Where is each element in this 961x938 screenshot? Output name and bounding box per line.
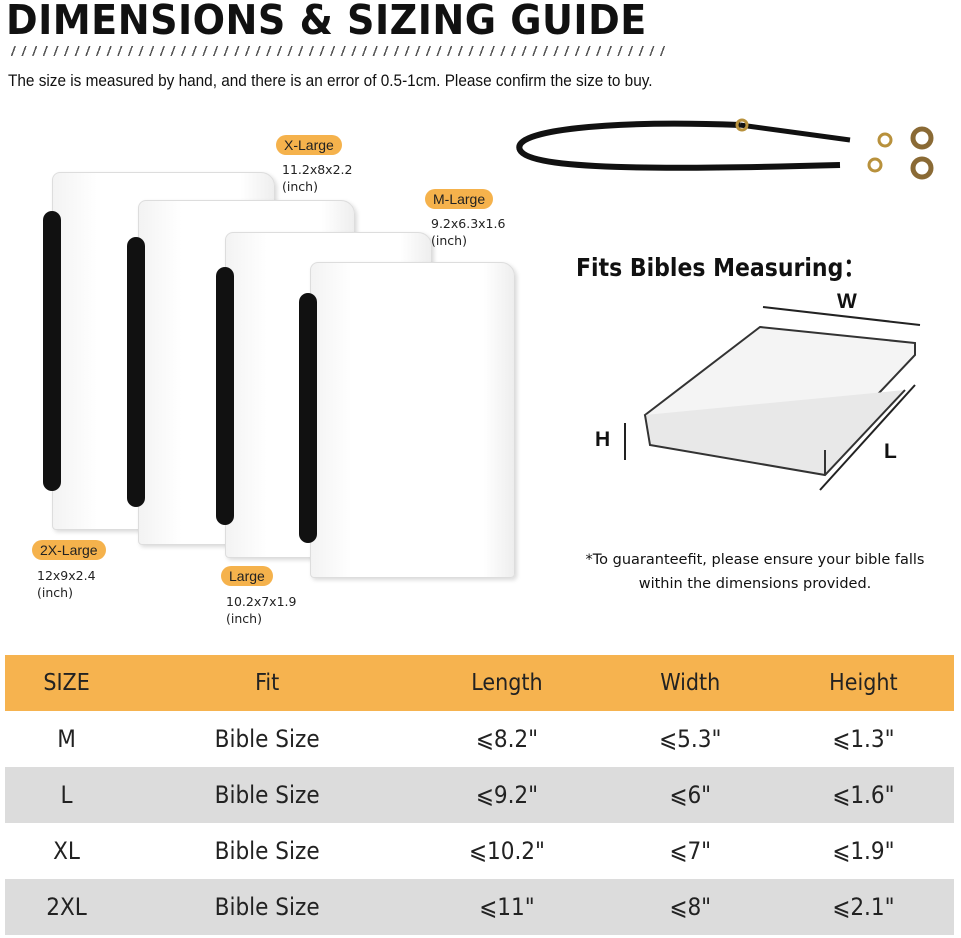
table-cell: Bible Size [128,767,407,823]
size-badge-2xl: 2X-Large [32,540,106,560]
size-dims-l: 10.2x7x1.9 (inch) [226,593,296,627]
table-cell: Bible Size [214,725,320,753]
table-cell: ⩽8" [607,879,773,935]
table-cell: Bible Size [128,879,407,935]
size-dims-ml: 9.2x6.3x1.6 (inch) [431,215,505,249]
size-badge-l: Large [221,566,273,586]
table-cell: M [57,725,76,753]
unit: (inch) [431,233,467,248]
fits-title: Fits Bibles Measuring： [576,253,866,282]
dims: 9.2x6.3x1.6 [431,216,506,231]
height-label: H [595,428,611,451]
handle [299,293,317,543]
table-header-row: SIZE Fit Length Width Height [5,655,954,711]
size-dims-xl: 11.2x8x2.2 (inch) [282,161,352,195]
table-cell: ⩽11" [406,879,608,935]
fit-note: *To guaranteefit, please ensure your bib… [560,548,950,596]
length-label: L [884,440,897,463]
handle [127,237,145,507]
table-cell: ⩽7" [669,837,712,865]
page-title: DIMENSIONS & SIZING GUIDE [6,0,647,44]
table-cell: XL [53,837,80,865]
column-header: SIZE [5,655,129,711]
table-cell: 2XL [5,879,129,935]
handle [216,267,234,525]
unit: (inch) [37,585,73,600]
note-line: *To guaranteefit, please ensure your bib… [585,552,925,568]
table-cell: ⩽10.2" [468,837,545,865]
table-cell: ⩽1.6" [772,767,954,823]
unit: (inch) [226,611,262,626]
table-cell: L [5,767,129,823]
table-cell: Bible Size [214,837,320,865]
table-cell: ⩽9.2" [406,767,608,823]
table-cell: ⩽1.3" [832,725,895,753]
size-badge-ml: M-Large [425,189,494,209]
dims: 11.2x8x2.2 [282,162,353,177]
table-cell: ⩽2.1" [772,879,954,935]
table-cell: ⩽5.3" [659,725,722,753]
book-diagram [624,306,921,491]
table-cell: ⩽6" [607,767,773,823]
width-label: W [837,290,857,313]
subtitle: The size is measured by hand, and there … [8,72,653,90]
unit: (inch) [282,179,318,194]
table-row: M Bible Size ⩽8.2" ⩽5.3" ⩽1.3" [5,711,954,767]
dims: 10.2x7x1.9 [226,594,297,609]
size-badge-xl: X-Large [276,135,342,155]
table-row: L Bible Size ⩽9.2" ⩽6" ⩽1.6" [5,767,954,823]
size-table: SIZE Fit Length Width Height M Bible Size ⩽8.2… [5,655,954,935]
table-row: 2XL Bible Size ⩽11" ⩽8" ⩽2.1" [5,879,954,935]
column-header: Fit [128,655,407,711]
hatch-divider [8,46,668,56]
column-header: Height [772,655,954,711]
dims: 12x9x2.4 [37,568,96,583]
column-header: Width [607,655,773,711]
table-cell: ⩽1.9" [832,837,895,865]
note-line: within the dimensions provided. [638,576,872,592]
handle [43,211,61,491]
binder-m [299,262,515,578]
shoulder-strap-image [516,118,934,180]
column-header: Length [406,655,608,711]
table-cell: ⩽8.2" [475,725,539,753]
table-row: XL Bible Size ⩽10.2" ⩽7" ⩽1.9" [5,823,954,879]
size-dims-2xl: 12x9x2.4 (inch) [37,567,96,601]
